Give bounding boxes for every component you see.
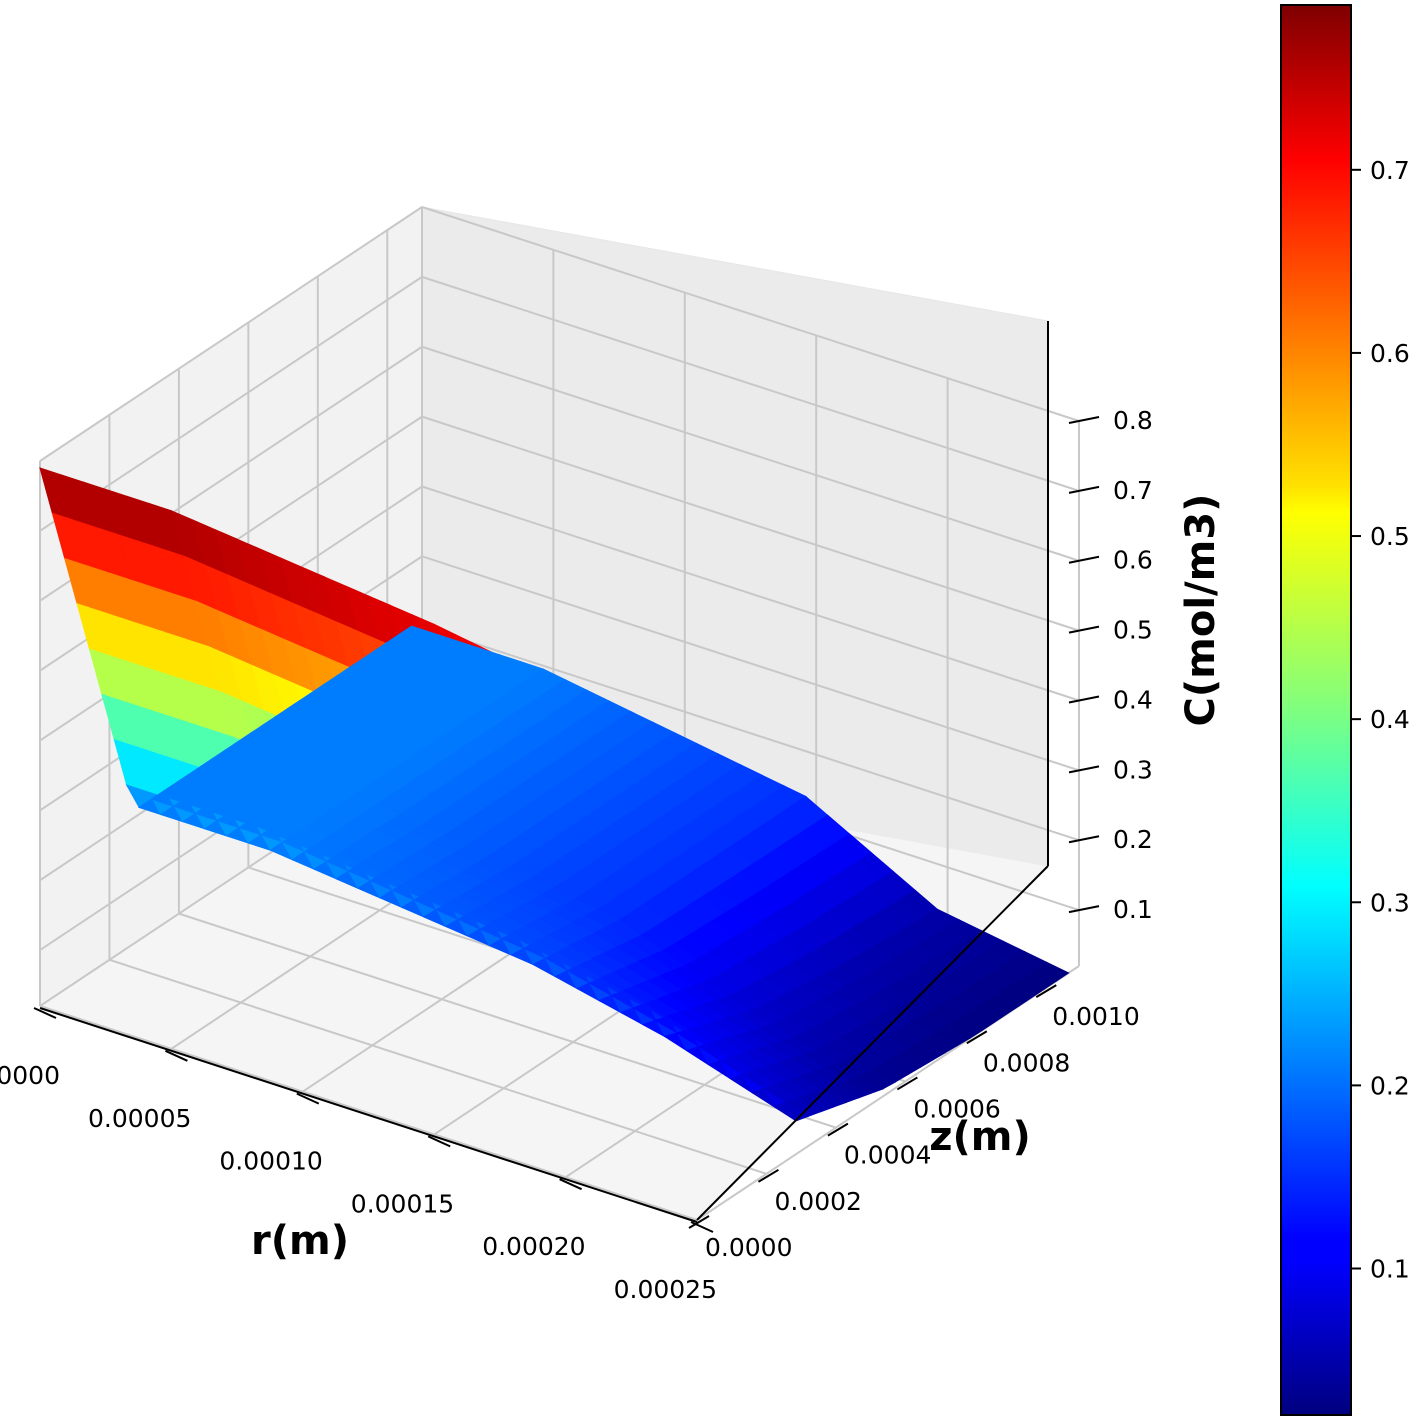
x-tick [559, 1178, 583, 1191]
y-tick [966, 1030, 988, 1045]
colorbar-ticks: 0.1 0.2 0.3 0.4 0.5 0.6 0.7 [1351, 156, 1410, 1284]
x-tick [33, 1007, 57, 1019]
z-tick-label: 0.7 [1113, 476, 1153, 505]
grid-line-z [39, 206, 423, 462]
y-tick [896, 1076, 918, 1091]
x-axis-label: r(m) [251, 1218, 349, 1264]
grid-line-z [421, 485, 1080, 702]
colorbar [1280, 4, 1352, 1416]
z-tick [1068, 765, 1100, 774]
x-tick [296, 1092, 320, 1105]
y-tick-label: 0.0004 [844, 1141, 931, 1170]
z-axis-label: C(mol/m3) [1178, 494, 1224, 727]
z-tick-label: 0.5 [1113, 616, 1153, 645]
y-tick-label: 0.0008 [983, 1048, 1070, 1077]
axis-lines [33, 321, 1100, 1233]
z-tick-label: 0.3 [1113, 755, 1153, 784]
y-tick [757, 1168, 779, 1183]
y-tick [1035, 984, 1057, 998]
z-tick [1068, 416, 1100, 424]
grid-line-y [178, 912, 837, 1129]
y-tick-label: 0.0010 [1052, 1002, 1139, 1031]
z-tick [1068, 905, 1100, 914]
x-tick-label: 0.00020 [482, 1232, 585, 1261]
colorbar-tick-label: 0.6 [1370, 339, 1410, 368]
x-tick [690, 1221, 714, 1233]
colorbar-tick-label: 0.3 [1370, 888, 1410, 917]
z-tick-label: 0.4 [1113, 685, 1153, 714]
grid-line-z [421, 415, 1080, 632]
colorbar-tick-label: 0.7 [1370, 156, 1410, 185]
y-tick [688, 1215, 710, 1229]
x-tick-label: 0.00015 [351, 1189, 454, 1218]
z-tick-label: 0.2 [1113, 825, 1153, 854]
grid-line-z [421, 275, 1080, 492]
x-tick [164, 1049, 188, 1062]
z-tick [1068, 695, 1100, 704]
x-tick-label: 0.00010 [219, 1147, 322, 1176]
z-tick [1068, 555, 1100, 564]
z-tick-label: 0.1 [1113, 895, 1153, 924]
z-tick-label: 0.6 [1113, 546, 1153, 575]
grid-line-z [421, 625, 1080, 842]
z-tick [1068, 835, 1100, 844]
z-tick-label: 0.8 [1113, 406, 1153, 435]
colorbar-tick-label: 0.2 [1370, 1071, 1410, 1100]
z-tick [1068, 625, 1100, 634]
grid-line-y [109, 958, 767, 1175]
grid-line-z [421, 345, 1080, 562]
x-tick [427, 1135, 451, 1148]
grid-line-y [39, 1005, 698, 1221]
x-tick-label: 0.00005 [88, 1104, 191, 1133]
grid-line-z [421, 555, 1080, 772]
y-axis-line [696, 865, 1049, 1221]
x-tick-label: 0.00025 [614, 1275, 717, 1304]
y-tick-label: 0.0000 [705, 1233, 792, 1262]
y-axis-label: z(m) [929, 1114, 1031, 1160]
y-tick-label: 0.0002 [774, 1187, 861, 1216]
y-tick [827, 1122, 849, 1137]
z-tick [1068, 485, 1100, 494]
surface-facet [1033, 961, 1070, 982]
y-tick-label: 0.0006 [913, 1094, 1000, 1123]
colorbar-tick-label: 0.5 [1370, 522, 1410, 551]
colorbar-tick-label: 0.4 [1370, 705, 1410, 734]
x-axis-line [39, 1007, 698, 1223]
grid-line-z [421, 206, 1080, 422]
surface [39, 467, 1070, 1122]
colorbar-tick-label: 0.1 [1370, 1255, 1410, 1284]
